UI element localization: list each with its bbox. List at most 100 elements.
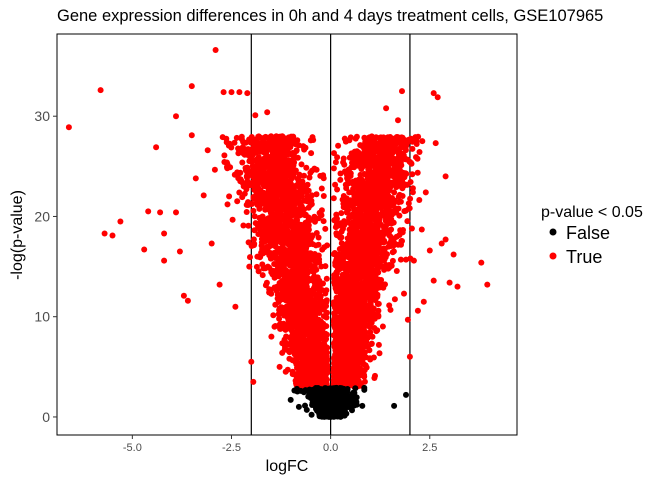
dense-point-true <box>318 207 325 214</box>
dense-point-true <box>259 228 266 235</box>
dense-point-true <box>234 198 241 205</box>
dense-point-true <box>308 197 315 204</box>
dense-point-true <box>297 337 304 344</box>
dense-point-true <box>261 199 268 206</box>
dense-point-true <box>365 166 372 173</box>
dense-point-true <box>307 169 314 176</box>
dense-point-true <box>319 246 326 253</box>
dense-point-true <box>288 212 295 219</box>
dense-point-true <box>250 173 257 180</box>
dense-point-true <box>300 187 307 194</box>
dense-point-true <box>388 262 395 269</box>
dense-point-true <box>289 256 296 263</box>
dense-point-true <box>243 201 250 208</box>
chart-title: Gene expression differences in 0h and 4 … <box>57 7 603 25</box>
dense-point-true <box>409 189 416 196</box>
dense-point-true <box>332 224 339 231</box>
dense-point-true <box>306 174 313 181</box>
dense-point-true <box>236 189 243 196</box>
dense-point-true <box>293 251 300 258</box>
dense-point-true <box>305 292 311 299</box>
dense-point-true <box>239 159 246 166</box>
dense-point-true <box>405 200 412 207</box>
dense-point-true <box>338 240 345 247</box>
dense-point-true <box>305 204 312 211</box>
dense-point-true <box>317 367 324 374</box>
dense-point-true <box>416 149 423 155</box>
dense-point-true <box>312 309 319 316</box>
dense-point-true <box>228 144 235 151</box>
dense-point-true <box>243 173 250 180</box>
dense-point-true <box>287 187 294 193</box>
dense-point-true <box>268 213 275 220</box>
dense-point-true <box>279 188 286 195</box>
dense-point-true <box>289 175 295 182</box>
dense-point-true <box>419 138 426 145</box>
dense-point-true <box>324 242 331 249</box>
dense-point-true <box>245 222 252 229</box>
dense-point-true <box>309 346 316 353</box>
dense-point-true <box>294 280 301 287</box>
dense-point-true <box>235 170 242 177</box>
dense-point-true <box>318 263 325 270</box>
dense-point-true <box>322 370 329 377</box>
dense-point-true <box>259 213 266 220</box>
dense-point-true <box>285 238 292 245</box>
dense-point-true <box>255 140 262 147</box>
dense-point-true <box>276 363 283 370</box>
dense-point-true <box>294 175 301 182</box>
dense-point-true <box>311 280 318 286</box>
dense-point-true <box>250 144 257 151</box>
dense-point-true <box>357 142 364 149</box>
dense-point-true <box>432 140 439 147</box>
dense-point-true <box>289 368 296 375</box>
dense-point-true <box>364 303 370 310</box>
dense-point-true <box>271 163 278 170</box>
dense-point-true <box>402 141 409 148</box>
dense-point-true <box>323 275 330 282</box>
dense-point-true <box>286 249 293 256</box>
dense-point-true <box>238 136 245 143</box>
dense-point-true <box>292 261 299 268</box>
dense-point-true <box>301 172 307 179</box>
dense-point-true <box>235 175 242 182</box>
dense-point-true <box>304 314 311 321</box>
dense-point-true <box>259 233 266 240</box>
dense-point-true <box>330 165 337 172</box>
dense-point-true <box>284 292 290 299</box>
plot-area <box>56 33 518 436</box>
dense-point-true <box>310 255 317 261</box>
dense-point-true <box>286 222 292 229</box>
dense-point-true <box>334 186 341 193</box>
dense-point-true <box>253 263 260 270</box>
dense-point-true <box>376 281 383 288</box>
dense-point-true <box>290 244 297 251</box>
dense-point-true <box>338 210 345 217</box>
dense-point-true <box>322 330 329 337</box>
dense-point-true <box>221 152 228 159</box>
dense-point-true <box>319 352 326 359</box>
dense-point-true <box>335 266 342 273</box>
dense-point-true <box>229 216 236 223</box>
dense-point-true <box>298 313 305 320</box>
dense-point-true <box>344 271 351 278</box>
dense-point-true <box>315 215 322 222</box>
dense-point-true <box>268 167 275 174</box>
dense-point-true <box>323 299 330 306</box>
dense-point-true <box>400 227 406 233</box>
dense-point-true <box>320 345 327 352</box>
dense-point-true <box>285 200 292 207</box>
dense-point-true <box>367 329 374 336</box>
dense-point-true <box>304 330 311 337</box>
dense-point-true <box>295 225 301 232</box>
dense-point-true <box>243 209 250 215</box>
dense-point-true <box>341 135 348 142</box>
dense-point-true <box>273 284 280 290</box>
dense-point-true <box>322 225 329 232</box>
dense-point-true <box>407 195 414 202</box>
dense-point-true <box>255 187 262 194</box>
dense-point-true <box>253 165 259 171</box>
dense-point-true <box>334 154 341 161</box>
dense-point-true <box>316 295 323 302</box>
dense-point-true <box>391 296 398 303</box>
